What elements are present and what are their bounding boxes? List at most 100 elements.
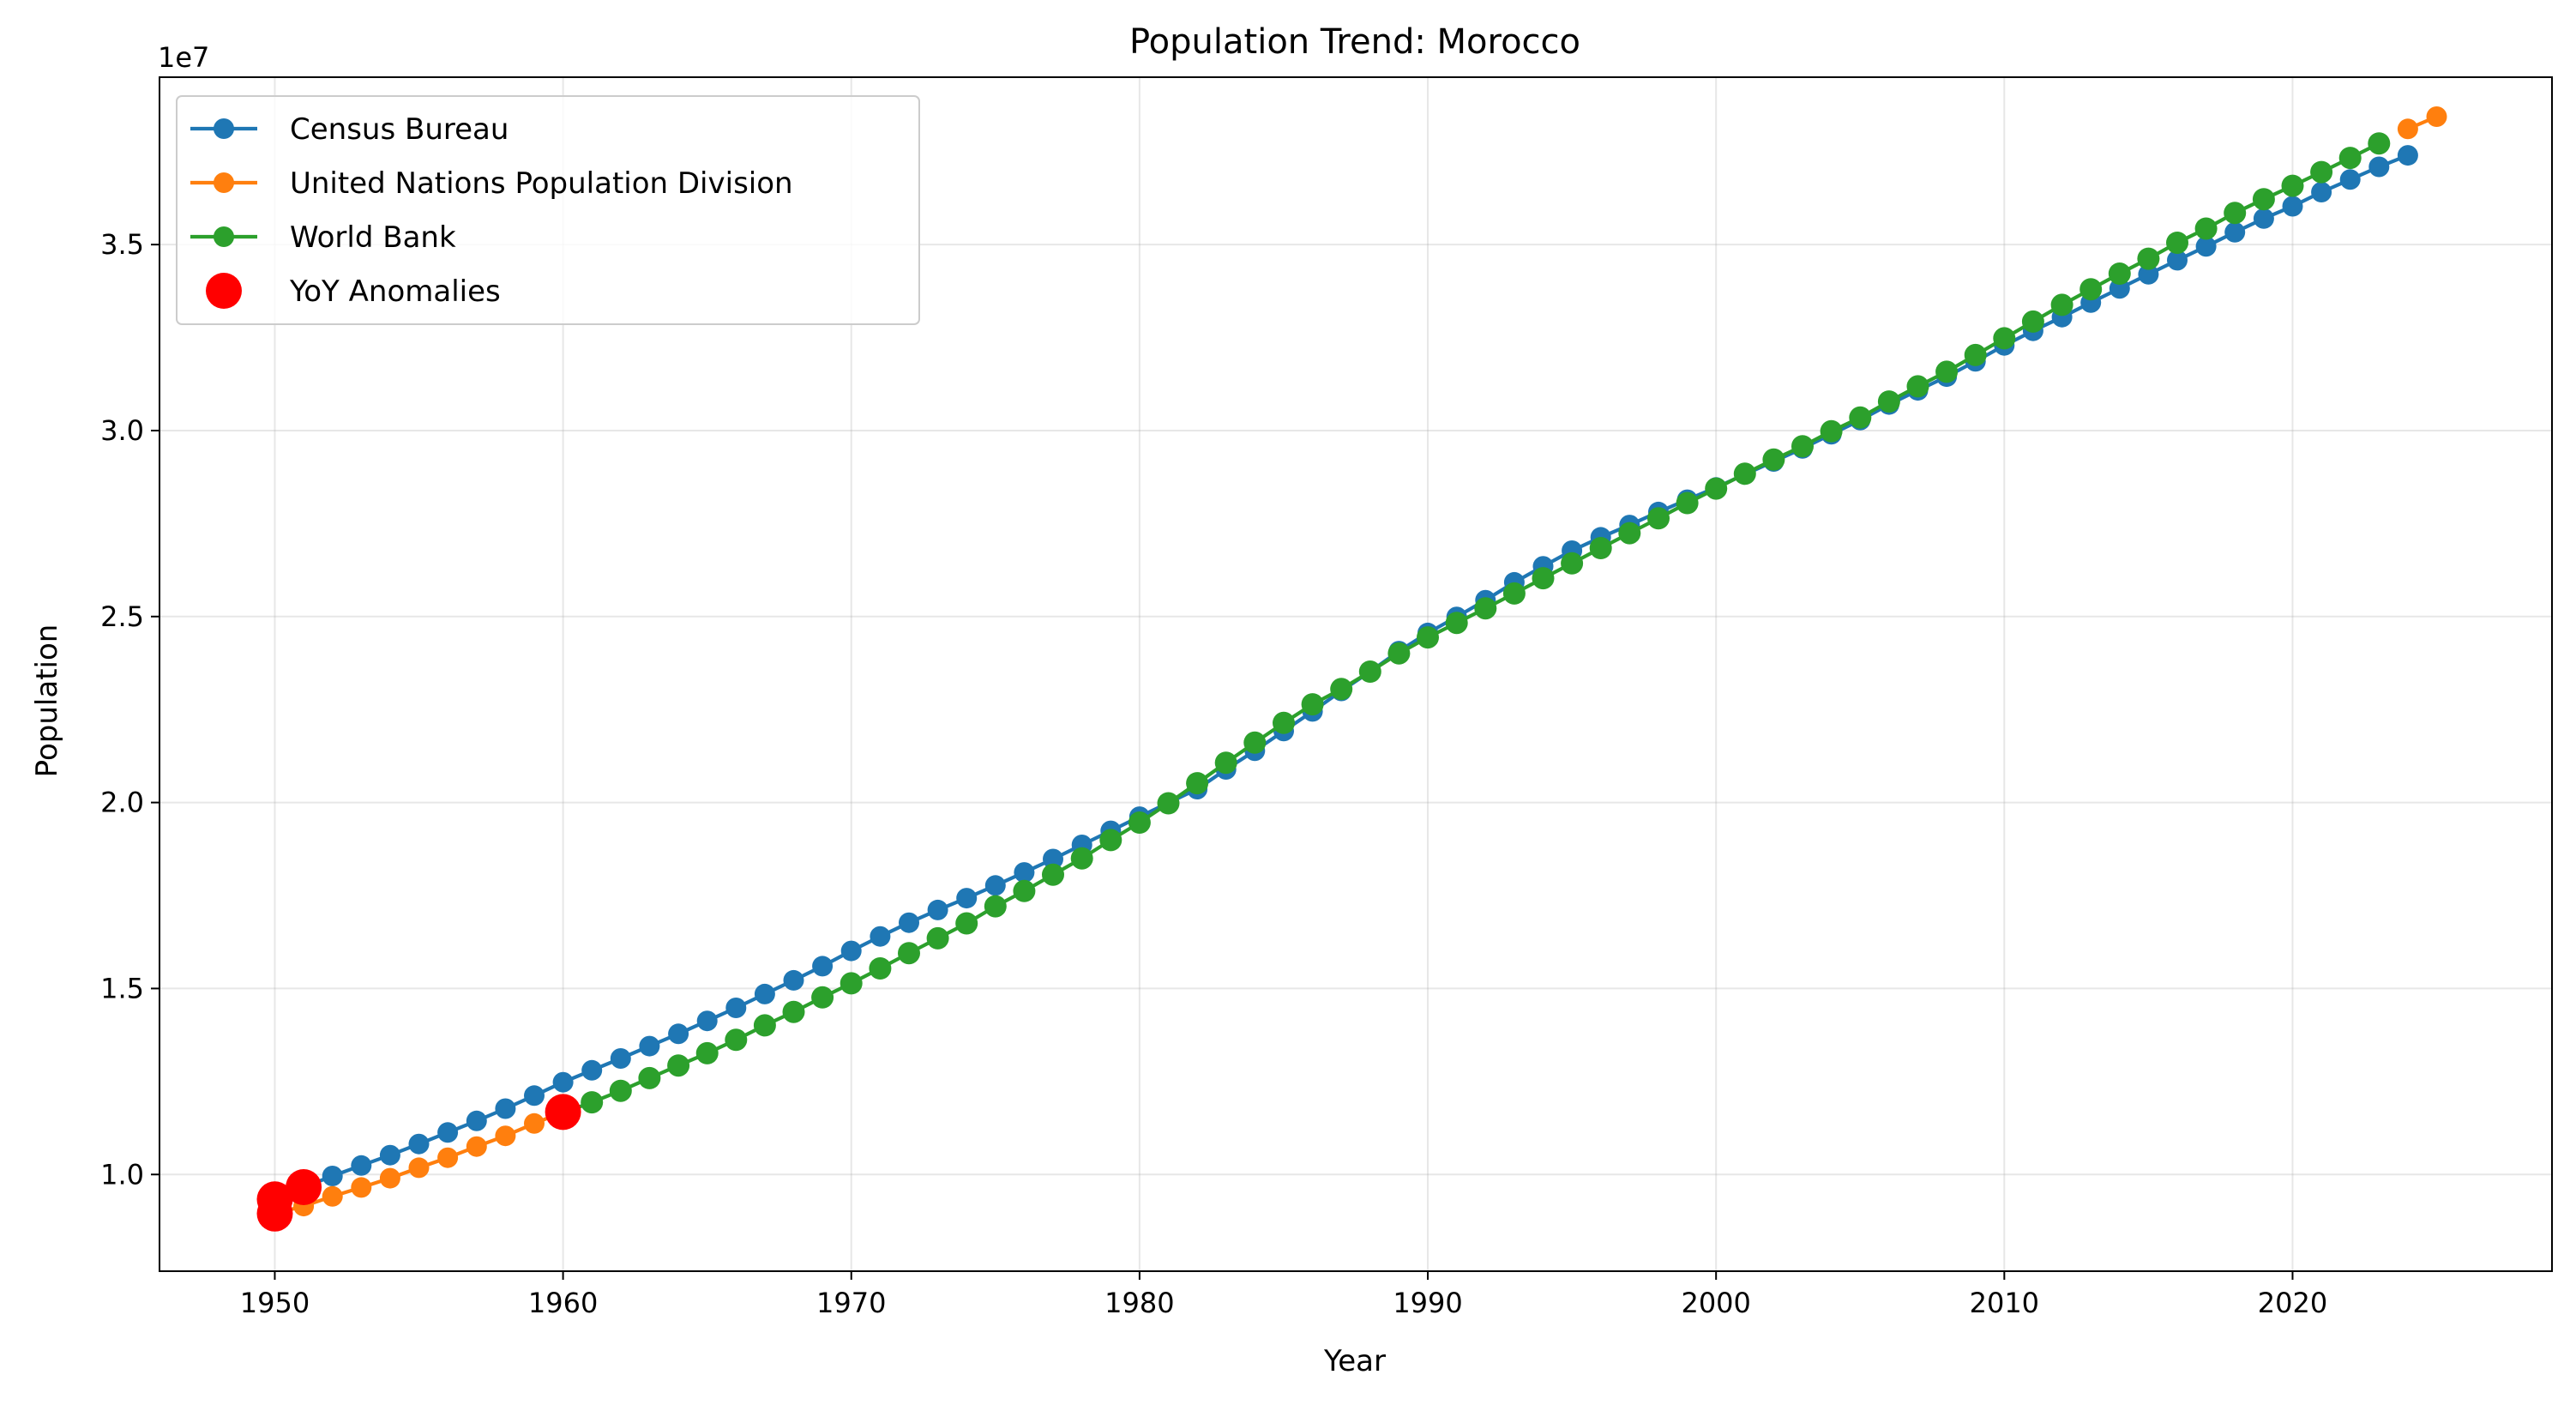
data-point — [1273, 711, 1295, 734]
data-point — [638, 1066, 661, 1089]
data-point — [2282, 196, 2303, 217]
data-point — [2397, 145, 2418, 166]
data-point — [956, 888, 978, 909]
data-point — [2138, 263, 2159, 285]
data-point — [1070, 847, 1093, 870]
data-point — [495, 1125, 516, 1147]
data-point — [1791, 435, 1814, 458]
data-point — [1647, 507, 1670, 530]
legend-label: World Bank — [290, 220, 456, 255]
data-point — [1762, 448, 1785, 471]
data-point — [2195, 236, 2217, 257]
data-point — [2079, 278, 2103, 301]
data-point — [725, 1028, 748, 1052]
data-point — [524, 1113, 545, 1134]
x-tick-label: 2000 — [1681, 1287, 1750, 1319]
data-point — [782, 1000, 805, 1023]
data-point — [1013, 879, 1036, 902]
data-point — [1935, 360, 1959, 383]
plot-frame — [159, 76, 2553, 1272]
legend-marker — [214, 118, 234, 139]
legend-box — [176, 95, 920, 325]
y-axis-label: Population — [30, 624, 64, 778]
data-point — [753, 1014, 776, 1037]
data-point — [1589, 537, 1612, 559]
data-point — [610, 1048, 631, 1069]
y-offset-label: 1e7 — [158, 41, 209, 74]
series-line — [562, 142, 2380, 1115]
data-point — [696, 1010, 718, 1032]
data-point — [609, 1079, 632, 1102]
data-point — [840, 972, 863, 995]
data-point — [1993, 327, 2016, 350]
legend-label: United Nations Population Division — [290, 166, 793, 201]
data-point — [2281, 174, 2304, 197]
data-point — [984, 895, 1007, 918]
data-point — [437, 1122, 459, 1143]
data-point — [1502, 582, 1526, 605]
data-point — [437, 1147, 459, 1168]
data-point — [1186, 772, 1209, 795]
data-point — [811, 986, 834, 1009]
data-point — [870, 926, 891, 947]
data-point — [2108, 262, 2131, 285]
data-point — [2252, 188, 2275, 211]
data-point — [2224, 202, 2247, 225]
data-point — [1157, 792, 1180, 815]
y-axis-ticks: 1.0 1.5 2.0 2.5 3.0 3.5 — [100, 228, 159, 1191]
x-axis-ticks: 1950 1960 1970 1980 1990 2000 2010 2020 — [240, 1271, 2327, 1319]
legend-marker — [214, 226, 234, 247]
x-tick-label: 1960 — [528, 1287, 598, 1319]
series-layer — [264, 106, 2447, 1224]
data-point — [1561, 552, 1584, 575]
data-point — [2021, 310, 2044, 333]
legend-entry: Census Bureau — [190, 112, 509, 147]
legend-marker — [206, 273, 242, 309]
data-point — [2311, 182, 2332, 202]
data-point — [2368, 156, 2390, 178]
anomaly-point — [545, 1094, 581, 1131]
data-point — [639, 1035, 660, 1057]
data-point — [899, 912, 919, 933]
y-tick-label: 1.5 — [100, 972, 144, 1004]
data-point — [1445, 612, 1468, 635]
data-point — [927, 899, 948, 920]
data-point — [1820, 419, 1843, 443]
x-tick-label: 1990 — [1393, 1287, 1462, 1319]
legend-label: Census Bureau — [290, 112, 509, 147]
data-point — [1618, 522, 1641, 545]
anomaly-point — [256, 1195, 293, 1232]
data-point — [955, 912, 978, 935]
data-point — [2050, 293, 2073, 317]
data-point — [2253, 208, 2274, 229]
data-point — [2339, 169, 2361, 190]
data-point — [2137, 247, 2160, 270]
y-tick-label: 1.0 — [100, 1158, 144, 1191]
data-point — [1705, 477, 1728, 500]
data-point — [2338, 147, 2362, 170]
data-point — [2224, 221, 2246, 243]
data-point — [1733, 462, 1756, 485]
data-point — [667, 1054, 690, 1077]
y-tick-label: 3.5 — [100, 228, 144, 261]
data-point — [725, 998, 747, 1018]
data-point — [1676, 491, 1699, 515]
y-tick-label: 2.0 — [100, 787, 144, 819]
data-point — [408, 1157, 430, 1179]
data-point — [1387, 642, 1411, 665]
data-point — [1214, 751, 1237, 775]
y-tick-label: 3.0 — [100, 414, 144, 447]
x-axis-label: Year — [1323, 1344, 1386, 1378]
data-point — [812, 956, 834, 977]
data-point — [2167, 250, 2188, 271]
legend-label: YoY Anomalies — [289, 274, 501, 309]
data-point — [1532, 567, 1555, 590]
data-point — [351, 1155, 372, 1176]
data-point — [754, 983, 775, 1004]
data-point — [1849, 406, 1872, 429]
data-point — [524, 1085, 545, 1107]
data-point — [581, 1059, 603, 1081]
data-point — [869, 957, 892, 980]
data-point — [552, 1071, 574, 1093]
